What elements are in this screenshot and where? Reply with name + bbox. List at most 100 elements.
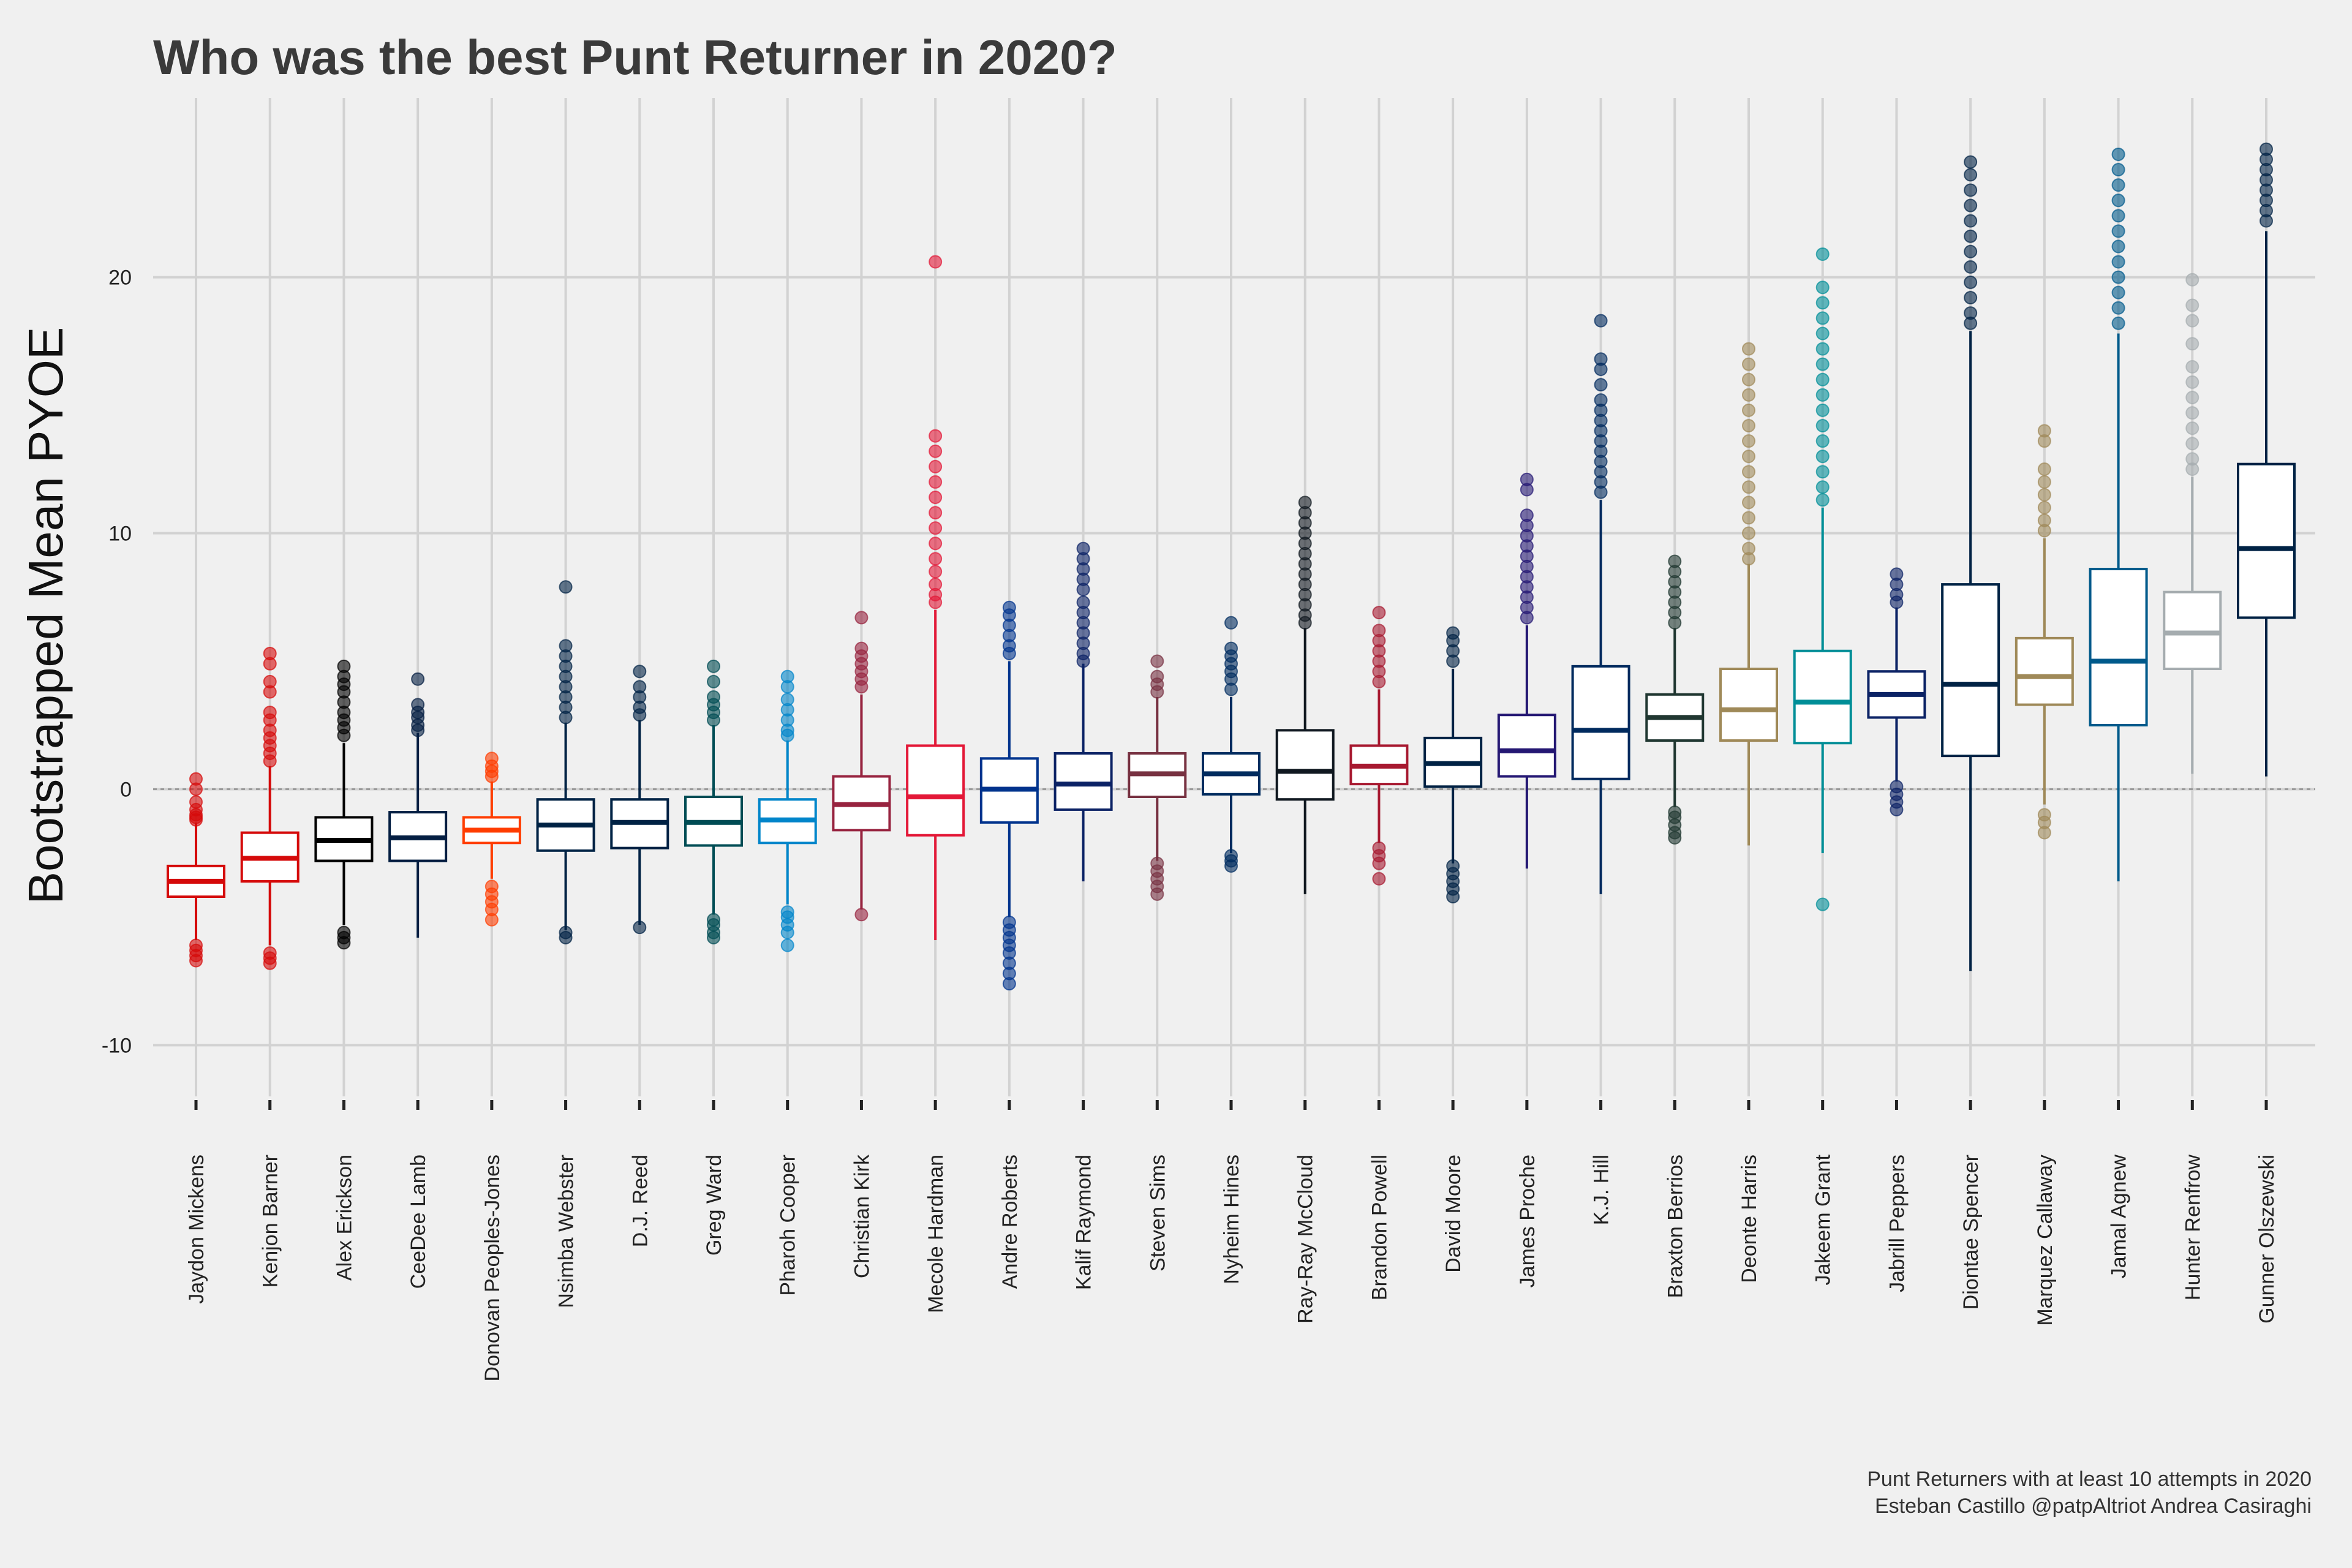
outlier-point — [1372, 674, 1386, 688]
outlier-point — [929, 506, 943, 520]
outlier-point — [1742, 526, 1755, 540]
player-boxplot — [167, 772, 225, 968]
outlier-point — [2185, 375, 2199, 389]
outlier-point — [1742, 465, 1755, 479]
x-tick-label: K.J. Hill — [1590, 1155, 1613, 1225]
player-boxplot — [832, 611, 891, 922]
outlier-point — [1742, 434, 1755, 448]
outlier-point — [2260, 214, 2273, 228]
outlier-point — [2185, 391, 2199, 404]
outlier-point — [1964, 291, 1978, 304]
outlier-point — [780, 925, 794, 940]
outlier-point — [2185, 273, 2199, 287]
x-tick-label: Alex Erickson — [333, 1155, 356, 1281]
outlier-point — [2111, 147, 2125, 161]
chart-title: Who was the best Punt Returner in 2020? — [153, 30, 1117, 85]
outlier-point — [263, 754, 277, 768]
outlier-point — [2185, 314, 2199, 328]
outlier-point — [337, 936, 351, 950]
outlier-point — [1815, 372, 1830, 386]
outlier-point — [1964, 260, 1978, 274]
outlier-point — [411, 672, 425, 686]
x-tick-label: Ray-Ray McCloud — [1294, 1155, 1317, 1324]
x-tick-label: Deonte Harris — [1738, 1155, 1761, 1283]
x-tick-label: Christian Kirk — [850, 1154, 873, 1278]
outlier-point — [1742, 552, 1755, 566]
outlier-point — [1520, 483, 1534, 497]
iqr-box — [1793, 649, 1852, 745]
outlier-point — [929, 595, 943, 609]
y-tick-label: 10 — [108, 522, 132, 546]
outlier-point — [1815, 450, 1830, 464]
player-boxplot — [2089, 147, 2148, 881]
outlier-point — [1964, 275, 1978, 289]
outlier-point — [929, 552, 943, 566]
outlier-point — [1815, 342, 1830, 356]
outlier-point — [2111, 316, 2125, 330]
x-tick-label: Pharoh Cooper — [777, 1155, 800, 1296]
player-boxplot — [240, 646, 300, 970]
outlier-point — [1964, 244, 1978, 258]
player-boxplot — [906, 255, 965, 941]
outlier-point — [1150, 887, 1164, 901]
outlier-point — [780, 680, 794, 694]
outlier-point — [1815, 493, 1830, 507]
outlier-point — [1964, 155, 1978, 169]
outlier-point — [1964, 214, 1978, 228]
outlier-point — [1372, 606, 1386, 620]
outlier-point — [2111, 270, 2125, 284]
x-tick-label: Hunter Renfrow — [2181, 1155, 2204, 1301]
outlier-point — [2037, 500, 2051, 514]
outlier-point — [1890, 595, 1904, 609]
outlier-point — [1594, 363, 1608, 377]
player-boxplot — [388, 672, 448, 938]
outlier-point — [854, 680, 869, 694]
iqr-box — [1275, 729, 1335, 801]
outlier-point — [1742, 357, 1755, 371]
player-boxplot — [1571, 314, 1630, 894]
outlier-point — [2037, 524, 2051, 538]
outlier-point — [1446, 890, 1460, 903]
outlier-point — [1815, 388, 1830, 402]
outlier-point — [707, 659, 720, 673]
x-tick-label: Jabrill Peppers — [1885, 1155, 1909, 1292]
player-boxplot — [314, 659, 374, 950]
outlier-point — [1964, 229, 1978, 243]
outlier-point — [707, 930, 720, 944]
outlier-point — [189, 954, 203, 968]
outlier-point — [929, 429, 943, 443]
x-tick-label: Jamal Agnew — [2108, 1155, 2131, 1279]
x-tick-label: Kenjon Barner — [259, 1155, 282, 1287]
player-boxplot — [2237, 142, 2296, 777]
y-axis-ticks: -10 0 10 20 — [102, 266, 132, 1058]
outlier-point — [1815, 434, 1830, 448]
outlier-point — [1742, 511, 1755, 525]
outlier-point — [1372, 856, 1386, 870]
iqr-box — [2237, 462, 2296, 619]
outlier-point — [1815, 357, 1830, 371]
x-tick-label: James Proche — [1516, 1155, 1539, 1287]
outlier-point — [929, 475, 943, 489]
outlier-point — [929, 521, 943, 535]
player-boxplot — [536, 580, 595, 944]
outlier-point — [1815, 247, 1830, 261]
iqr-box — [1941, 583, 2000, 758]
outlier-point — [780, 728, 794, 742]
x-tick-label: Nyheim Hines — [1220, 1155, 1243, 1284]
player-boxplot — [1793, 247, 1852, 911]
outlier-point — [1742, 403, 1755, 417]
outlier-point — [263, 685, 277, 699]
x-tick-label: D.J. Reed — [628, 1155, 652, 1247]
y-tick-label: 20 — [108, 266, 132, 290]
outlier-point — [1964, 168, 1978, 182]
x-tick-label: Andre Roberts — [998, 1155, 1022, 1289]
outlier-point — [1964, 198, 1978, 213]
player-boxplot — [2163, 273, 2222, 774]
player-boxplot — [1719, 342, 1778, 846]
outlier-point — [1742, 450, 1755, 464]
x-tick-label: Donovan Peoples-Jones — [481, 1155, 504, 1381]
x-tick-label: Marquez Callaway — [2034, 1155, 2057, 1326]
x-tick-label: Kalif Raymond — [1072, 1155, 1096, 1290]
outlier-point — [263, 657, 277, 671]
